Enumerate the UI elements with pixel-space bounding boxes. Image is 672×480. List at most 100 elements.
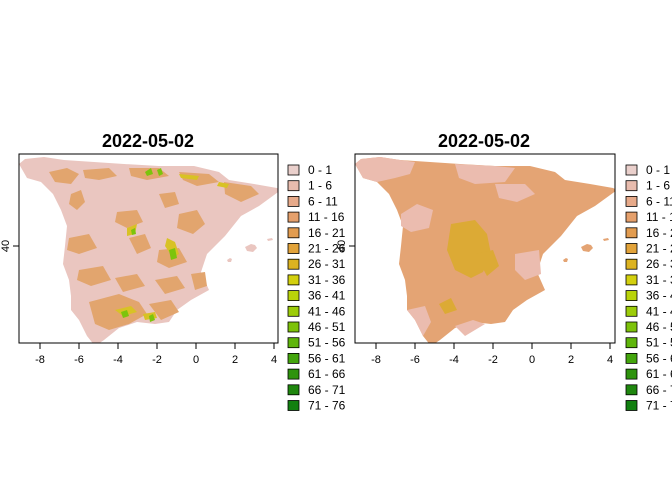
legend-swatch [287, 368, 300, 380]
legend-label: 56 - 61 [308, 351, 346, 365]
legend-swatch [287, 290, 300, 302]
legend-swatch [287, 384, 300, 396]
core-region [439, 220, 499, 314]
legend-swatch [625, 321, 638, 333]
tick-label: 0 [529, 354, 535, 366]
panel-right-frame [354, 153, 616, 344]
tick-label: -4 [113, 354, 123, 366]
legend-label: 11 - 16 [646, 210, 672, 224]
panel-right-title: 2022-05-02 [438, 131, 530, 151]
legend-label: 46 - 51 [646, 320, 672, 334]
legend-swatch [625, 400, 638, 411]
legend-label: 61 - 66 [646, 367, 672, 381]
legend-label: 71 - 76 [646, 399, 672, 413]
panel-right-x-axis: -8 -6 -4 -2 0 2 4 [371, 343, 613, 366]
legend-swatch [625, 180, 638, 192]
legend-label: 26 - 31 [646, 257, 672, 271]
legend-swatch [625, 164, 638, 176]
legend-swatch [287, 180, 300, 192]
legend-swatch [625, 290, 638, 302]
tick-label: 2 [232, 354, 238, 366]
legend-swatch [287, 243, 300, 254]
legend-swatch [287, 352, 300, 364]
legend-swatch [625, 352, 638, 364]
legend-label: 51 - 56 [308, 336, 346, 350]
panel-left: 2022-05-02 [0, 131, 279, 366]
legend-swatch [287, 195, 300, 207]
legend-label: 61 - 66 [308, 367, 346, 381]
legend-label: 46 - 51 [308, 320, 346, 334]
legend-swatch [625, 384, 638, 396]
panel-left-frame [18, 153, 279, 344]
legend-swatch [625, 368, 638, 380]
legend-swatch [625, 258, 638, 270]
legend-label: 41 - 46 [308, 304, 346, 318]
legend-swatch [625, 227, 638, 239]
legend-label: 56 - 61 [646, 351, 672, 365]
legend-label: 66 - 71 [308, 383, 346, 397]
legend-label: 6 - 11 [646, 194, 672, 208]
legend-swatch [625, 337, 638, 349]
tick-label: 40 [336, 240, 348, 252]
legend-label: 26 - 31 [308, 257, 346, 271]
legend-label: 16 - 21 [308, 226, 346, 240]
legend-label: 71 - 76 [308, 399, 346, 413]
legend-swatch [287, 227, 300, 239]
legend-label: 6 - 11 [308, 194, 338, 208]
legend-swatch [287, 321, 300, 333]
legend-label: 21 - 26 [646, 242, 672, 256]
legend-label: 31 - 36 [646, 273, 672, 287]
legend-label: 41 - 46 [646, 304, 672, 318]
tick-label: 4 [271, 354, 277, 366]
high-value-streaks [115, 174, 229, 320]
legend-label: 51 - 56 [646, 336, 672, 350]
legend-label: 0 - 1 [646, 163, 670, 177]
tick-label: -4 [449, 354, 459, 366]
tick-label: 4 [607, 354, 613, 366]
legend-left: 0 - 1 1 - 66 - 11 11 - 16 16 - 21 21 - 2626 … [287, 163, 346, 413]
legend-label: 11 - 16 [308, 210, 345, 224]
tick-label: -6 [74, 354, 84, 366]
balearic-islands [563, 238, 609, 262]
legend-label: 66 - 71 [646, 383, 672, 397]
panel-left-title: 2022-05-02 [102, 131, 194, 151]
legend-swatch [287, 258, 300, 270]
tick-label: 0 [193, 354, 199, 366]
legend-swatch [625, 243, 638, 254]
panel-right-map [355, 157, 615, 343]
legend-swatch [287, 211, 300, 223]
panel-right: 2022-05-02 [336, 131, 616, 366]
legend-label: 16 - 21 [646, 226, 672, 240]
legend-swatch [287, 305, 300, 317]
legend-swatch [625, 211, 638, 223]
legend-swatch [287, 400, 300, 411]
legend-label: 1 - 6 [308, 179, 332, 193]
legend-swatch [287, 164, 300, 176]
panel-right-y-axis: 40 [336, 240, 355, 252]
tick-label: 2 [568, 354, 574, 366]
legend-swatch [625, 274, 638, 286]
legend-swatch [287, 274, 300, 286]
legend-right: 0 - 1 1 - 66 - 11 11 - 16 16 - 21 21 - 2626 … [625, 163, 672, 413]
tick-label: 40 [0, 240, 12, 252]
tick-label: -8 [371, 354, 381, 366]
legend-label: 36 - 41 [308, 289, 346, 303]
panel-left-y-axis: 40 [0, 240, 19, 252]
tick-label: -2 [152, 354, 162, 366]
balearic-islands [227, 238, 273, 262]
legend-label: 36 - 41 [646, 289, 672, 303]
legend-swatch [287, 337, 300, 349]
legend-swatch [625, 195, 638, 207]
legend-swatch [625, 305, 638, 317]
peak-value-spots [121, 168, 177, 322]
tick-label: -6 [410, 354, 420, 366]
tick-label: -8 [35, 354, 45, 366]
panel-left-map [19, 157, 278, 343]
range-patches [49, 168, 259, 330]
legend-label: 31 - 36 [308, 273, 346, 287]
light-provinces [355, 157, 541, 336]
panel-left-x-axis: -8 -6 -4 -2 0 2 4 [35, 343, 277, 366]
legend-label: 0 - 1 [308, 163, 332, 177]
tick-label: -2 [488, 354, 498, 366]
